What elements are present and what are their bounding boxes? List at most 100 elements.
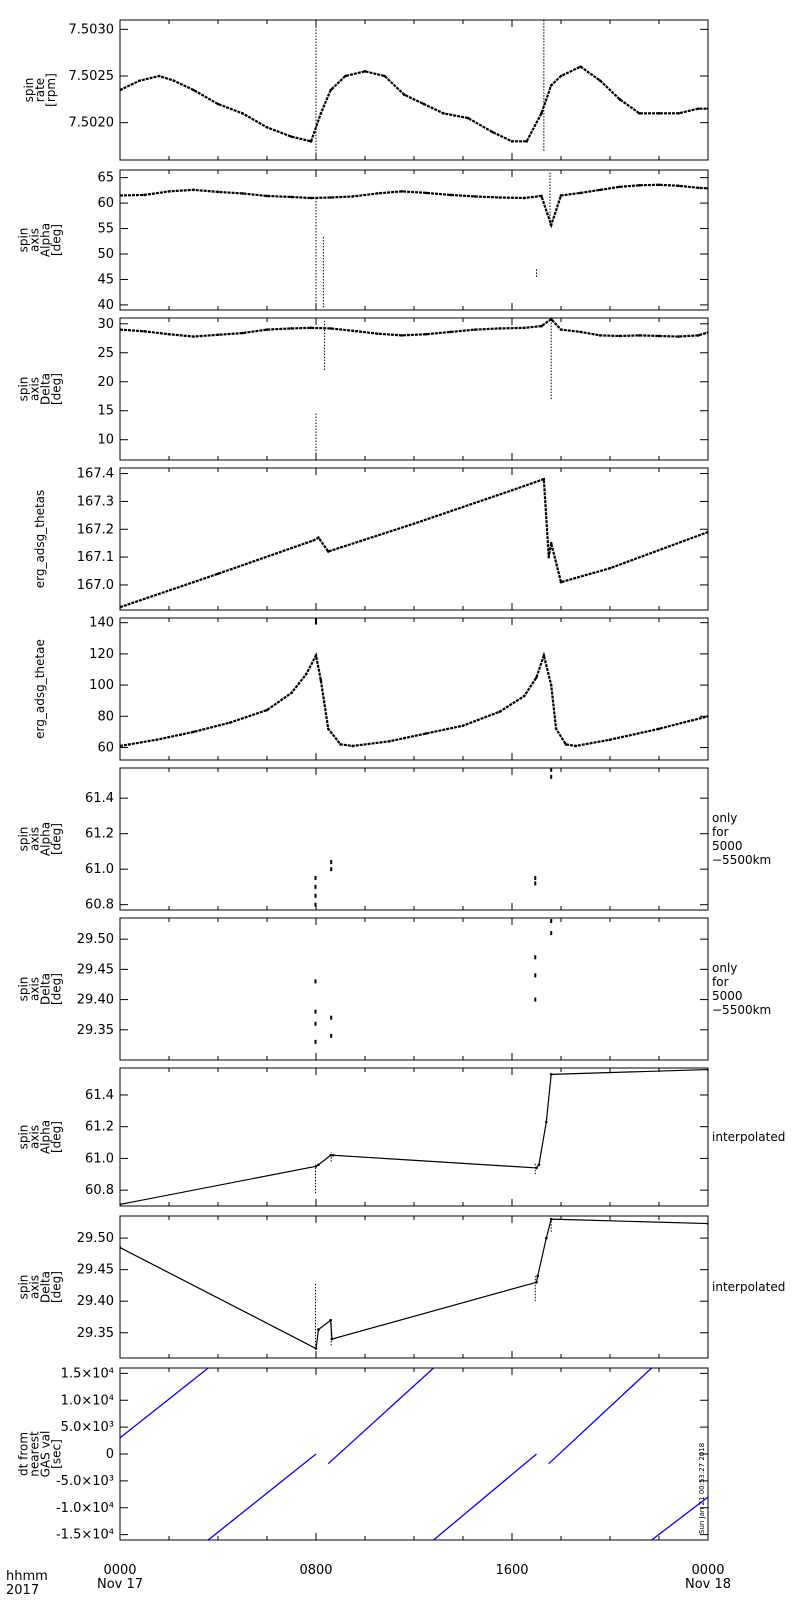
y-tick-label: 1.0×10⁴: [61, 1393, 114, 1408]
y-axis-label: axis: [28, 1275, 42, 1299]
data-point: [228, 721, 232, 724]
y-tick-label: 7.5030: [69, 22, 115, 37]
data-point: [192, 88, 195, 92]
series-segment: [651, 1496, 708, 1540]
panel-note: 5000: [712, 839, 743, 853]
data-point: [309, 196, 313, 200]
data-point: [550, 768, 553, 772]
data-point: [559, 194, 563, 197]
data-point: [498, 710, 502, 713]
data-point: [498, 196, 502, 199]
data-point: [314, 1021, 317, 1026]
series-segment: [207, 1453, 317, 1540]
data-point: [375, 192, 379, 195]
series-trace: [120, 318, 708, 338]
y-axis-label: [deg]: [50, 373, 64, 405]
y-axis-label: Delta: [39, 973, 53, 1005]
data-point: [525, 140, 528, 143]
data-point: [498, 327, 502, 330]
data-point: [314, 1009, 317, 1014]
x-format-label: hhmm: [6, 1569, 48, 1584]
y-tick-label: 61.0: [85, 1151, 114, 1166]
data-point: [522, 694, 526, 698]
data-point: [422, 102, 426, 106]
panel-note: interpolated: [712, 1280, 785, 1294]
data-point: [545, 1120, 548, 1124]
y-tick-label: 29.45: [77, 1263, 114, 1278]
data-point: [312, 539, 315, 542]
data-point: [402, 93, 406, 96]
data-point: [424, 332, 428, 336]
data-point: [535, 675, 538, 679]
series-segment: [120, 1368, 209, 1439]
x-year-label: 2017: [6, 1583, 39, 1598]
y-tick-label: 167.4: [77, 467, 114, 482]
data-point: [545, 1236, 548, 1240]
data-point: [549, 683, 553, 687]
data-point: [314, 884, 317, 889]
data-point: [549, 84, 553, 87]
y-tick-label: 7.5020: [69, 116, 115, 131]
data-point: [265, 126, 269, 129]
data-point: [547, 555, 551, 559]
data-point: [172, 79, 176, 82]
data-point: [536, 1274, 540, 1278]
data-point: [314, 654, 318, 657]
y-tick-label: 5.0×10³: [61, 1420, 114, 1435]
data-point: [143, 330, 146, 333]
panel-2-plot-area: [120, 172, 708, 308]
y-tick-label: 61.4: [85, 1088, 114, 1103]
data-point: [192, 188, 195, 192]
data-point: [265, 708, 269, 712]
panel-9-plot-area: [120, 1217, 708, 1350]
data-point: [216, 572, 220, 576]
y-tick-label: 30: [97, 317, 114, 332]
data-point: [319, 112, 323, 115]
y-tick-label: 60.8: [85, 898, 114, 913]
data-point: [400, 334, 404, 337]
data-point: [534, 973, 537, 978]
y-axis-label: [sec]: [50, 1439, 64, 1469]
data-point: [549, 223, 553, 227]
y-tick-label: 0: [106, 1447, 114, 1462]
data-point: [618, 98, 622, 101]
x-tick-label: 0000: [691, 1563, 724, 1578]
y-tick-label: 20: [97, 375, 114, 390]
series-segment: [548, 1368, 653, 1465]
data-point: [216, 102, 220, 106]
data-point: [534, 881, 537, 886]
y-tick-label: 29.40: [77, 1294, 114, 1309]
data-point: [534, 997, 537, 1002]
panel-1-plot-area: [120, 20, 708, 160]
data-point: [564, 743, 568, 746]
x-tick-label: 1600: [495, 1563, 528, 1578]
panel-8-plot-area: [120, 1068, 708, 1206]
series-line: [120, 1068, 708, 1206]
data-point: [442, 112, 445, 115]
y-tick-label: 167.1: [77, 550, 114, 565]
y-axis-label: axis: [28, 977, 42, 1001]
data-point: [265, 328, 269, 331]
data-point: [598, 188, 602, 192]
data-point: [319, 679, 323, 682]
panel-note: interpolated: [712, 1130, 785, 1144]
data-point: [192, 730, 195, 734]
y-axis-label: dt from: [17, 1432, 31, 1476]
y-tick-label: 29.40: [77, 993, 114, 1008]
data-point: [522, 196, 526, 200]
data-point: [510, 488, 514, 492]
data-point: [317, 536, 320, 539]
y-axis-label: erg_adsg_thetas: [33, 490, 47, 589]
y-tick-label: 25: [97, 346, 114, 361]
data-point: [473, 195, 477, 198]
data-point: [344, 74, 347, 78]
panel-10: -1.5×10⁴ -1.0×10⁴ -5.0×10³ 0 5.0×10³ 1.0×10⁴ 1…: [17, 1366, 709, 1543]
y-axis-label: [deg]: [50, 1271, 64, 1303]
data-point: [290, 195, 293, 199]
y-tick-label: 45: [97, 272, 114, 287]
series-trace: [120, 651, 708, 748]
data-point: [579, 191, 582, 195]
y-tick-label: 60.8: [85, 1183, 114, 1198]
data-point: [574, 744, 577, 748]
